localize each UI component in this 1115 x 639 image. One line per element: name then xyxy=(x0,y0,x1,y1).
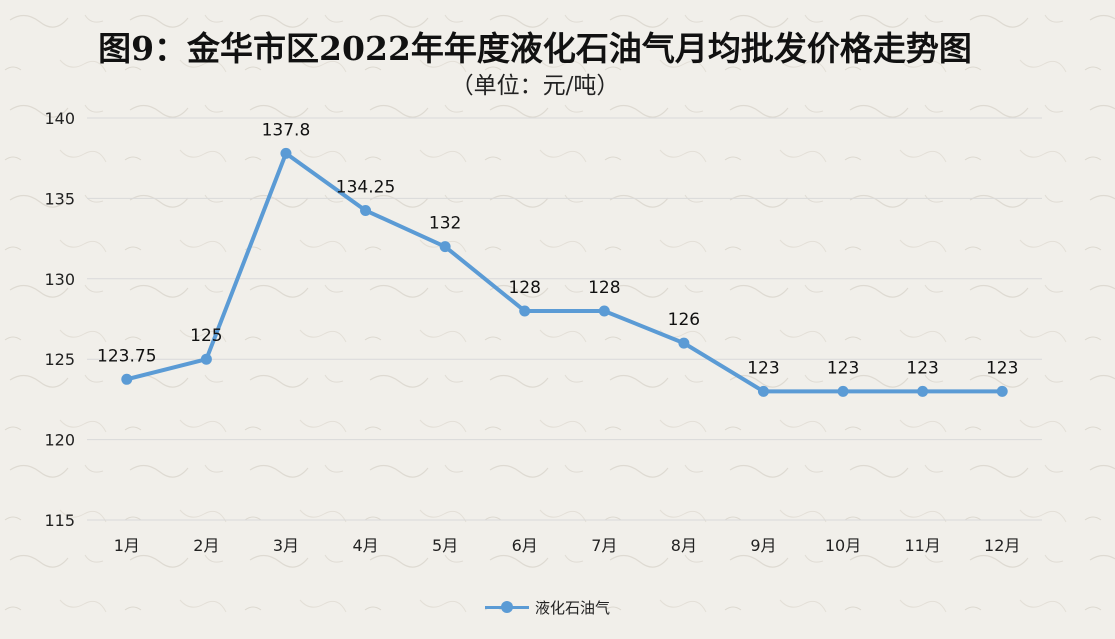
data-label: 123 xyxy=(747,358,779,378)
x-tick-label: 9月 xyxy=(750,536,776,555)
data-point xyxy=(996,385,1008,397)
x-tick-label: 5月 xyxy=(432,536,458,555)
x-tick-label: 7月 xyxy=(591,536,617,555)
y-tick-label: 130 xyxy=(44,270,75,289)
data-label: 126 xyxy=(668,310,700,330)
data-point xyxy=(837,385,849,397)
data-point xyxy=(519,305,531,317)
y-tick-label: 115 xyxy=(44,511,75,530)
legend-series-label: 液化石油气 xyxy=(535,598,611,617)
y-tick-label: 135 xyxy=(44,189,75,208)
x-tick-label: 8月 xyxy=(671,536,697,555)
y-tick-label: 125 xyxy=(44,350,75,369)
data-point xyxy=(200,353,212,365)
x-tick-label: 1月 xyxy=(114,536,140,555)
legend-series-marker xyxy=(485,599,529,615)
data-label: 134.25 xyxy=(336,177,395,197)
data-label: 123 xyxy=(986,358,1018,378)
data-point xyxy=(678,337,690,349)
data-label: 128 xyxy=(588,278,620,298)
data-label: 123 xyxy=(906,358,938,378)
data-label: 132 xyxy=(429,214,461,234)
data-point xyxy=(360,204,372,216)
x-tick-label: 4月 xyxy=(352,536,378,555)
data-point xyxy=(280,147,292,159)
data-label: 128 xyxy=(508,278,540,298)
x-tick-label: 12月 xyxy=(984,536,1020,555)
data-point xyxy=(121,373,133,385)
x-tick-label: 11月 xyxy=(904,536,940,555)
data-point xyxy=(757,385,769,397)
x-tick-label: 10月 xyxy=(825,536,861,555)
series-line xyxy=(124,151,1005,394)
legend: 液化石油气 xyxy=(485,596,610,618)
data-label: 123 xyxy=(827,358,859,378)
y-tick-label: 140 xyxy=(44,109,75,128)
x-tick-label: 6月 xyxy=(512,536,538,555)
data-point xyxy=(917,385,929,397)
x-tick-label: 2月 xyxy=(193,536,219,555)
data-point xyxy=(439,241,451,253)
data-label: 137.8 xyxy=(262,120,311,140)
data-label: 125 xyxy=(190,326,222,346)
data-label: 123.75 xyxy=(97,346,156,366)
data-point xyxy=(598,305,610,317)
chart-subtitle: （单位：元/吨） xyxy=(450,73,620,99)
x-tick-label: 3月 xyxy=(273,536,299,555)
chart-title: 图9：金华市区2022年年度液化石油气月均批发价格走势图 xyxy=(98,29,972,68)
y-tick-label: 120 xyxy=(44,431,75,450)
